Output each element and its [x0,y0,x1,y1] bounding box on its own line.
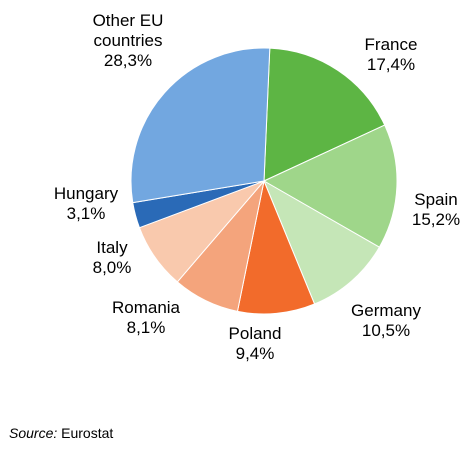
pie-slice-france [263,47,386,182]
pie-slice-germany [262,179,381,305]
pie-label-value: 10,5% [362,321,410,340]
pie-label-name: Germany [351,301,421,320]
pie-slice-poland [236,179,316,315]
pie-label-name: Romania [112,298,181,317]
pie-label-poland: Poland 9,4% [229,324,282,363]
pie-label-value: 9,4% [236,344,275,363]
source-label: Source: [9,425,58,441]
pie-label-other-eu-countries: Other EU countries 28,3% [93,11,164,70]
source-note: Source: Eurostat [9,425,113,441]
pie-labels: France 17,4% Spain 15,2% Germany 10,5% Poland 9… [54,11,460,363]
pie-label-name: Spain [414,190,457,209]
pie-label-spain: Spain 15,2% [412,190,460,229]
pie-label-france: France 17,4% [365,35,418,74]
pie-label-value: 17,4% [367,55,415,74]
pie-label-hungary: Hungary 3,1% [54,184,119,223]
pie-label-value: 28,3% [104,51,152,70]
pie-label-name: Poland [229,324,282,343]
pie-label-value: 8,1% [127,318,166,337]
pie-slice-other-eu-countries [130,47,271,204]
pie-slice-spain [262,124,398,248]
pie-label-germany: Germany 10,5% [351,301,421,340]
pie-slices [130,47,398,315]
pie-label-romania: Romania 8,1% [112,298,181,337]
pie-label-value: 8,0% [93,258,132,277]
pie-label-name: Other EU [93,11,164,30]
pie-label-name: France [365,35,418,54]
pie-label-italy: Italy 8,0% [93,238,132,277]
pie-label-name: Italy [96,238,128,257]
pie-chart: France 17,4% Spain 15,2% Germany 10,5% Poland 9… [54,11,460,363]
source-text: Eurostat [57,425,114,441]
pie-label-value: 3,1% [67,204,106,223]
pie-label-name: Hungary [54,184,119,203]
pie-label-value: 15,2% [412,210,460,229]
pie-label-name: countries [94,31,163,50]
